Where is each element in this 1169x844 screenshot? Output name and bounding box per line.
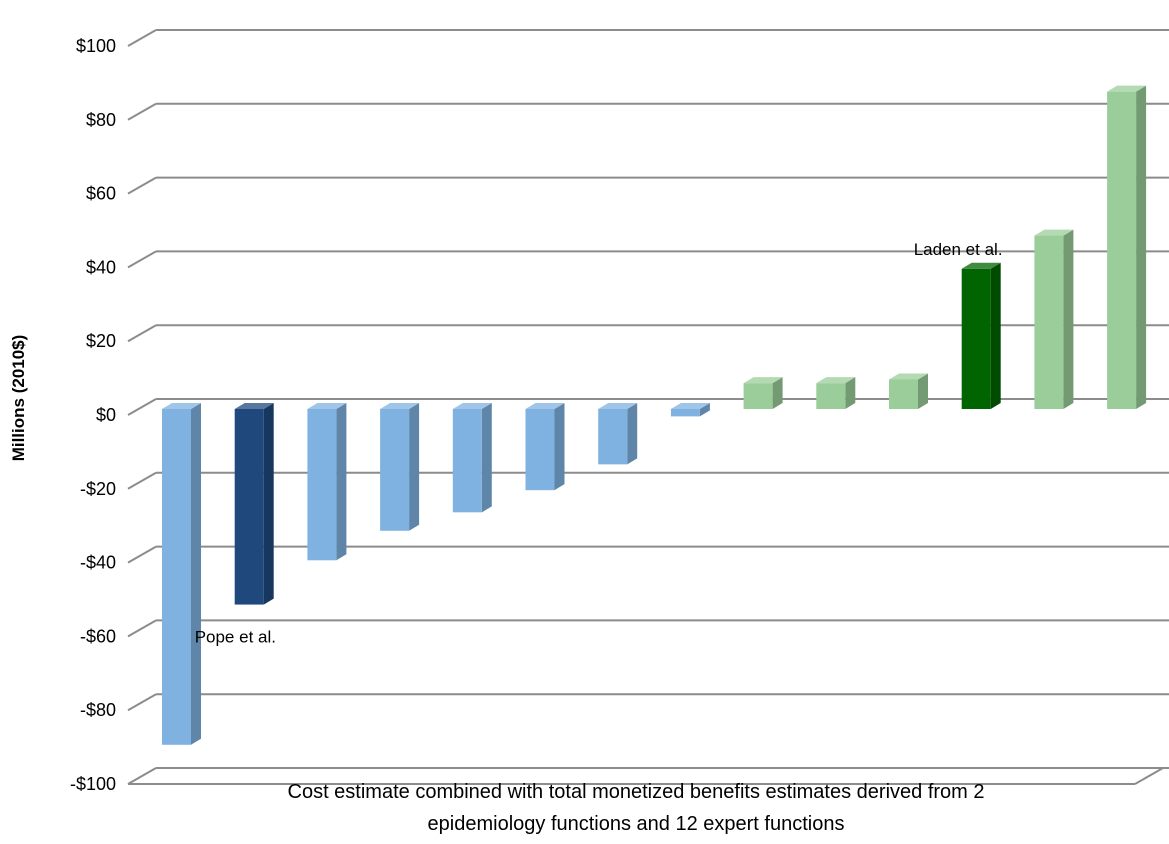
bar [1034, 229, 1074, 409]
bar-side [990, 262, 1001, 409]
gridlines [127, 29, 1169, 785]
bar-side [627, 403, 638, 465]
bar [743, 377, 783, 409]
x-axis-label-line-1: Cost estimate combined with total moneti… [288, 781, 985, 803]
gridline-diag [127, 545, 157, 564]
bar-side [263, 403, 274, 605]
bar-front [961, 268, 991, 409]
bar [380, 403, 420, 531]
bar-front [816, 383, 846, 409]
bar [307, 403, 347, 561]
y-tick-label: $40 [86, 257, 116, 277]
y-tick-label: $20 [86, 331, 116, 351]
bar-side [845, 377, 856, 409]
bar-top [961, 262, 1001, 269]
y-tick-label: $60 [86, 184, 116, 204]
bar-top [598, 403, 638, 409]
bar-side [554, 403, 565, 491]
bars [162, 85, 1147, 745]
gridline-diag [127, 250, 157, 269]
bar-front [452, 409, 482, 513]
bar-top [307, 403, 347, 409]
y-tick-label: -$100 [70, 774, 116, 794]
annotation: Laden et al. [914, 240, 1003, 259]
gridline-diag [127, 176, 157, 195]
bar-top [743, 377, 783, 384]
bar-top [816, 377, 856, 384]
bar-side [336, 403, 347, 561]
bar [816, 377, 856, 409]
bar-side [481, 403, 492, 513]
y-tick-label: -$60 [80, 626, 116, 646]
bar-top [889, 373, 928, 380]
bar-front [234, 409, 264, 605]
y-tick-label: -$40 [80, 553, 116, 573]
bar-top [162, 403, 201, 409]
bar [452, 403, 492, 513]
bar-front [670, 409, 700, 417]
bar-front [380, 409, 410, 531]
gridline-diag [127, 767, 157, 785]
y-tick-label: -$80 [80, 700, 116, 720]
y-tick-label: $0 [96, 405, 116, 425]
bar-top [452, 403, 492, 409]
bar-side [1136, 85, 1147, 409]
bar-side [699, 403, 710, 417]
gridline-diag [127, 693, 157, 712]
bar-front [889, 379, 918, 409]
y-axis-ticks: $100 $80 $60 $40 $20 $0 -$20 -$40 -$60 -$80 -$100 [70, 36, 116, 794]
bar-top [670, 403, 710, 409]
floor-edge-diag [1134, 767, 1164, 785]
y-tick-label: $100 [76, 36, 116, 56]
bar [961, 262, 1001, 409]
bar-side [409, 403, 420, 531]
bar-top [1107, 85, 1147, 92]
bar [234, 403, 274, 605]
bar-front [307, 409, 337, 561]
bar-front [598, 409, 628, 465]
gridline-diag [127, 102, 157, 121]
bar-side [918, 373, 928, 409]
gridline-diag [127, 324, 157, 343]
bar-front [162, 409, 191, 745]
y-tick-label: $80 [86, 110, 116, 130]
x-axis-label-line-2: epidemiology functions and 12 expert fun… [428, 813, 845, 835]
annotations: Pope et al. Laden et al. [195, 240, 1003, 647]
gridline-diag [127, 471, 157, 490]
bar-top [234, 403, 274, 409]
bar [162, 403, 201, 745]
bar [598, 403, 638, 465]
annotation: Pope et al. [195, 628, 276, 647]
bar-top [380, 403, 420, 409]
bar [670, 403, 710, 417]
y-tick-label: -$20 [80, 479, 116, 499]
bar-side [772, 377, 783, 409]
bar-side [191, 403, 201, 745]
bar [1107, 85, 1147, 409]
bar [889, 373, 928, 409]
bar-front [743, 383, 773, 409]
bar [525, 403, 565, 491]
y-axis-label: Millions (2010$) [9, 335, 28, 462]
gridline-diag [127, 398, 157, 416]
bar-top [525, 403, 565, 409]
gridline-diag [127, 619, 157, 638]
bar-side [1063, 229, 1074, 409]
bar-front [1107, 91, 1137, 409]
bar-top [1034, 229, 1074, 236]
bar-front [525, 409, 555, 491]
gridline-diag [127, 29, 157, 47]
bar-front [1034, 235, 1064, 409]
